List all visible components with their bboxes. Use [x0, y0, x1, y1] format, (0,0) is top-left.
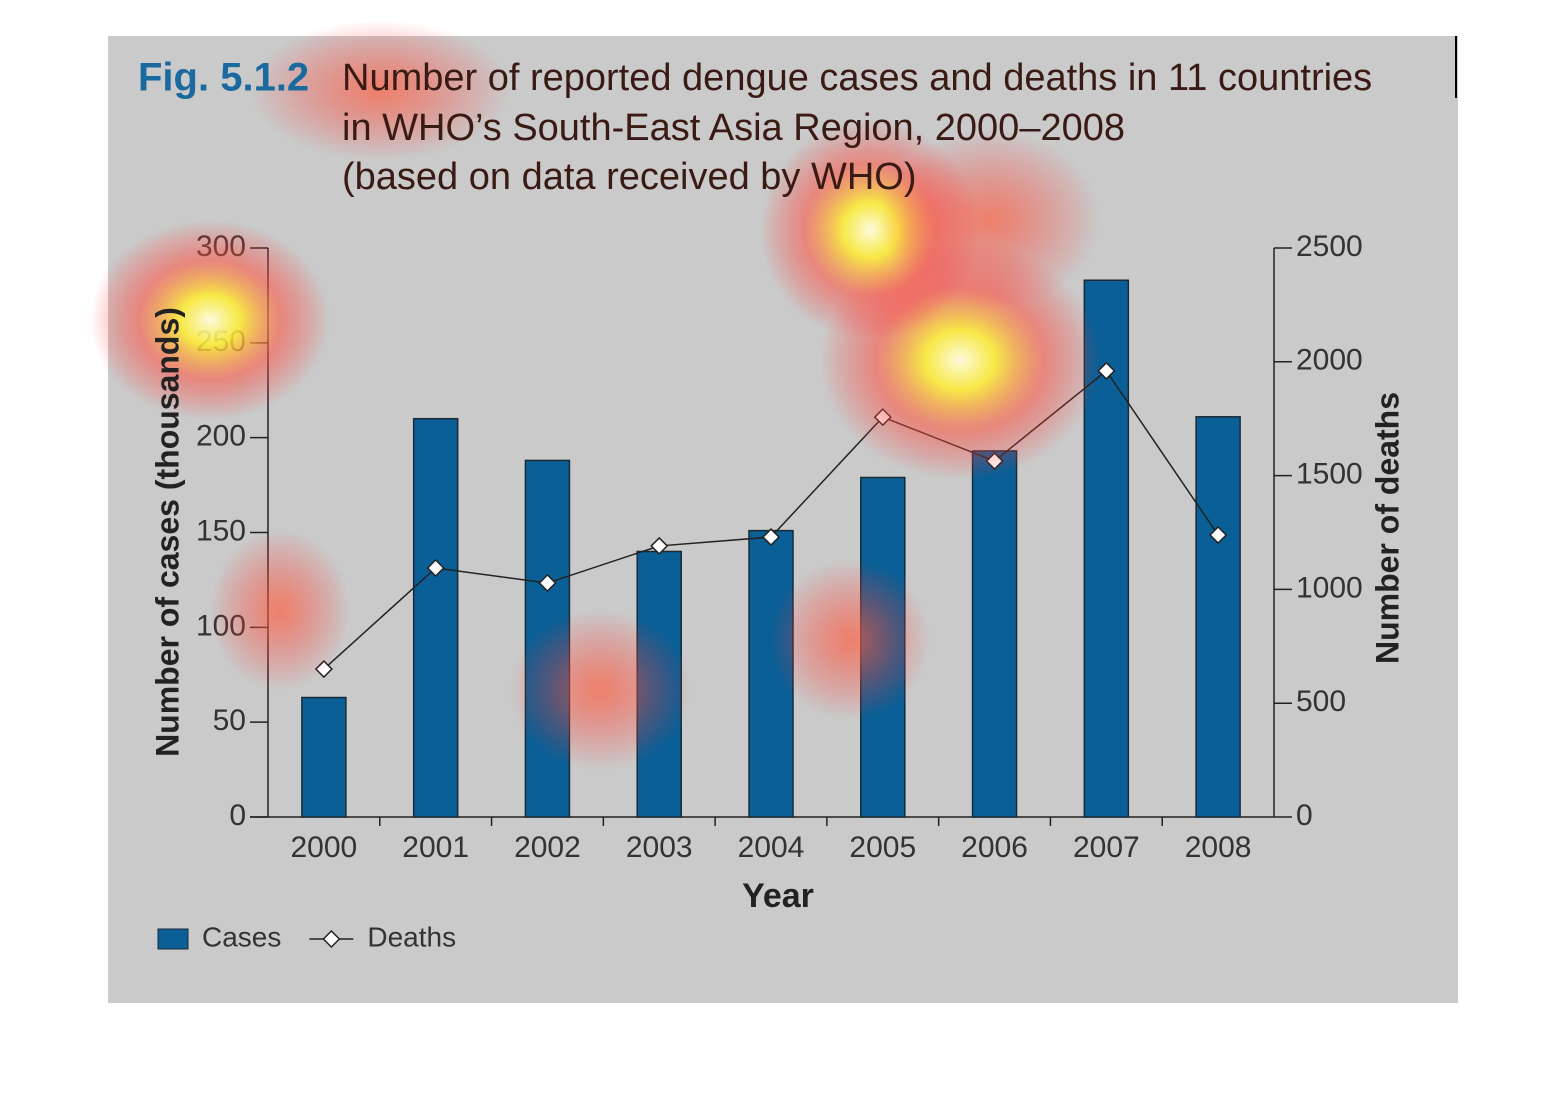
line-marker — [1209, 525, 1228, 545]
bar — [860, 476, 906, 818]
y-tick-label: 50 — [213, 704, 246, 737]
bar — [301, 696, 347, 818]
legend-swatch — [157, 928, 189, 950]
x-tick-label: 2007 — [1073, 831, 1140, 864]
chart-title: in WHO’s South-East Asia Region, 2000–20… — [342, 107, 1125, 149]
bar — [1195, 416, 1241, 818]
y-tick-label: 100 — [196, 609, 246, 642]
y-tick-label: 300 — [196, 230, 246, 263]
line-marker — [538, 573, 557, 593]
legend-swatch — [322, 929, 341, 949]
x-axis-label: Year — [742, 877, 814, 915]
line-marker — [761, 527, 781, 547]
bar — [1083, 279, 1130, 818]
x-tick-label: 2003 — [626, 831, 693, 864]
bar — [748, 529, 794, 818]
x-tick-label: 2006 — [961, 831, 1028, 864]
line-marker — [650, 536, 669, 555]
plot-area: 0 50 100 150 200 250 300 0 500 1000 1500 2000 2500 20… — [196, 230, 1363, 864]
y-tick-label: 0 — [229, 799, 246, 832]
legend-label: Deaths — [367, 921, 456, 952]
x-tick-label: 2002 — [514, 831, 581, 864]
bar — [412, 417, 459, 818]
y-tick-label: 150 — [196, 514, 246, 547]
y2-tick-label: 0 — [1296, 799, 1313, 832]
bar — [524, 459, 571, 818]
legend-label: Cases — [202, 921, 281, 952]
bar — [971, 450, 1018, 818]
x-tick-label: 2000 — [291, 831, 358, 864]
x-tick-label: 2004 — [738, 831, 805, 864]
line-marker — [1097, 361, 1116, 380]
x-tick-label: 2008 — [1185, 831, 1252, 864]
y2-axis-label: Number of deaths — [1369, 392, 1405, 664]
y2-tick-label: 2000 — [1296, 344, 1363, 377]
y2-tick-label: 500 — [1296, 685, 1346, 718]
y2-tick-label: 1500 — [1296, 458, 1363, 491]
x-tick-label: 2005 — [849, 831, 916, 864]
line-marker — [426, 558, 445, 578]
y2-tick-label: 2500 — [1296, 230, 1363, 263]
bar — [636, 550, 682, 818]
y-tick-label: 250 — [196, 325, 246, 358]
y2-tick-label: 1000 — [1296, 571, 1363, 604]
figure-label: Fig. 5.1.2 — [138, 56, 309, 100]
chart-title: (based on data received by WHO) — [342, 156, 917, 198]
x-tick-label: 2001 — [402, 831, 469, 864]
chart-title: Number of reported dengue cases and deat… — [342, 57, 1372, 99]
y-tick-label: 200 — [196, 420, 246, 453]
y-axis-label: Number of cases (thousands) — [149, 307, 185, 757]
